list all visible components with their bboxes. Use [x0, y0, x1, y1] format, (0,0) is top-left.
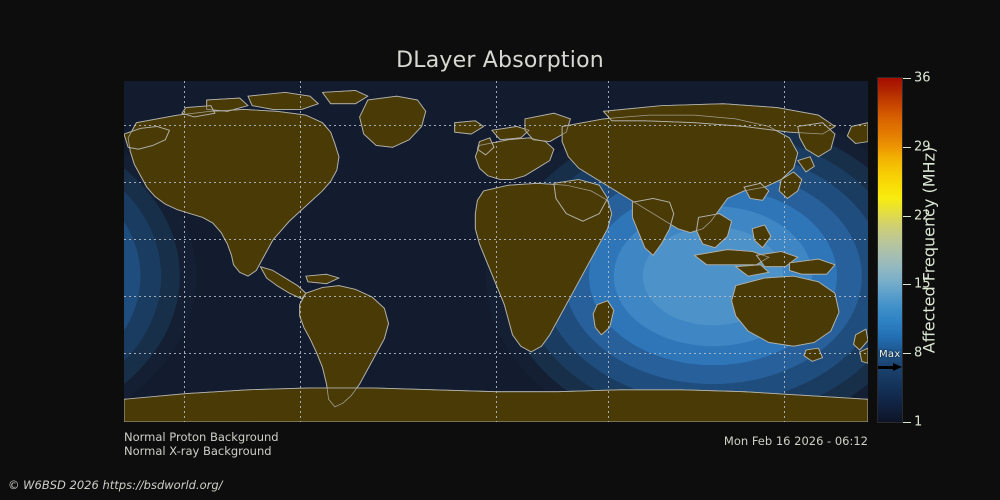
coastline-path	[631, 198, 675, 256]
coastline-path	[803, 347, 824, 362]
coastline-path	[124, 387, 868, 422]
colorbar-tick-36	[903, 78, 911, 79]
colorbar-tick-15	[903, 284, 911, 286]
coastline-path	[359, 95, 427, 148]
coastline-path	[846, 122, 868, 144]
coastline-path	[553, 179, 609, 222]
contour-band-2-wrap	[124, 191, 162, 362]
coastline-path	[696, 213, 733, 249]
coastline-path	[602, 103, 836, 135]
colorbar-tick-label-8: 8	[914, 345, 923, 361]
coastline-path	[321, 90, 369, 105]
coastline-path	[474, 182, 613, 353]
coastline-path	[476, 137, 495, 156]
colorbar[interactable]: 1 8 15 22 29 36 Max	[877, 71, 931, 430]
colorbar-tick-label-22: 22	[914, 208, 931, 224]
coastline-path	[751, 224, 772, 249]
colorbar-tick-label-1: 1	[914, 414, 923, 430]
colorbar-tick-1	[903, 422, 911, 423]
coastline-path	[734, 264, 770, 277]
coastline-path	[778, 171, 803, 199]
coastline-path	[859, 347, 868, 364]
coastline-path	[454, 120, 485, 135]
coastline-path	[305, 273, 341, 285]
colorbar-tick-8	[903, 353, 911, 355]
coastline-layer	[124, 90, 868, 422]
colorbar-axis-label: Affected Frequency (MHz)	[909, 78, 949, 422]
note-proton-background: Normal Proton Background	[124, 430, 279, 444]
max-marker: Max	[878, 349, 902, 372]
copyright-notice: © W6BSD 2026 https://bsdworld.org/	[8, 478, 223, 492]
coastline-path	[299, 285, 389, 408]
colorbar-tick-29	[903, 146, 911, 148]
colorbar-tick-label-36: 36	[914, 70, 931, 86]
coastline-path	[853, 328, 868, 351]
max-arrow-icon	[878, 363, 902, 372]
world-map-panel[interactable]	[124, 81, 868, 422]
coastline-path	[693, 249, 770, 266]
colorbar-tick-22	[903, 215, 911, 217]
colorbar-tick-label-29: 29	[914, 139, 931, 155]
coastline-path	[127, 109, 340, 277]
chart-title: DLayer Absorption	[396, 48, 604, 73]
coastline-path	[789, 258, 836, 275]
coastline-path	[743, 182, 770, 201]
coastline-path	[124, 126, 171, 150]
coastline-path	[797, 122, 836, 158]
coastline-path	[491, 126, 530, 141]
coastline-path	[755, 251, 799, 268]
coastline-path	[206, 97, 249, 112]
coastline-path	[561, 114, 799, 233]
colorbar-tick-label-15: 15	[914, 276, 931, 292]
contour-band-3-wrap	[124, 221, 141, 331]
coastline-path	[524, 112, 571, 143]
coastline-path	[797, 156, 815, 173]
coastline-path	[731, 275, 840, 347]
coastline-path	[181, 105, 216, 118]
note-xray-background: Normal X-ray Background	[124, 444, 272, 458]
max-marker-label: Max	[879, 349, 901, 361]
map-svg	[124, 90, 868, 422]
timestamp: Mon Feb 16 2026 - 06:12	[723, 434, 868, 448]
coastline-path	[247, 91, 320, 110]
colorbar-axis-label-text: Affected Frequency (MHz)	[919, 146, 939, 354]
